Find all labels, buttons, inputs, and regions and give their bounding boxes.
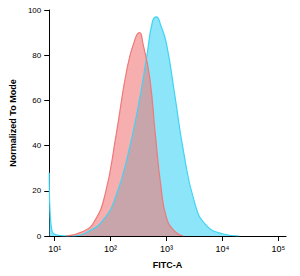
svg-text:10⁵: 10⁵ [271,244,285,254]
svg-text:10²: 10² [104,244,117,254]
svg-text:100: 100 [28,6,42,15]
svg-text:FITC-A: FITC-A [153,260,183,270]
svg-text:80: 80 [32,51,41,60]
svg-text:0: 0 [37,232,42,241]
svg-text:60: 60 [32,96,41,105]
svg-text:40: 40 [32,141,41,150]
svg-text:10⁴: 10⁴ [215,244,229,254]
svg-text:Normalized To Mode: Normalized To Mode [8,79,18,166]
svg-text:10³: 10³ [160,244,173,254]
svg-text:10¹: 10¹ [48,244,61,254]
svg-text:20: 20 [32,186,41,195]
